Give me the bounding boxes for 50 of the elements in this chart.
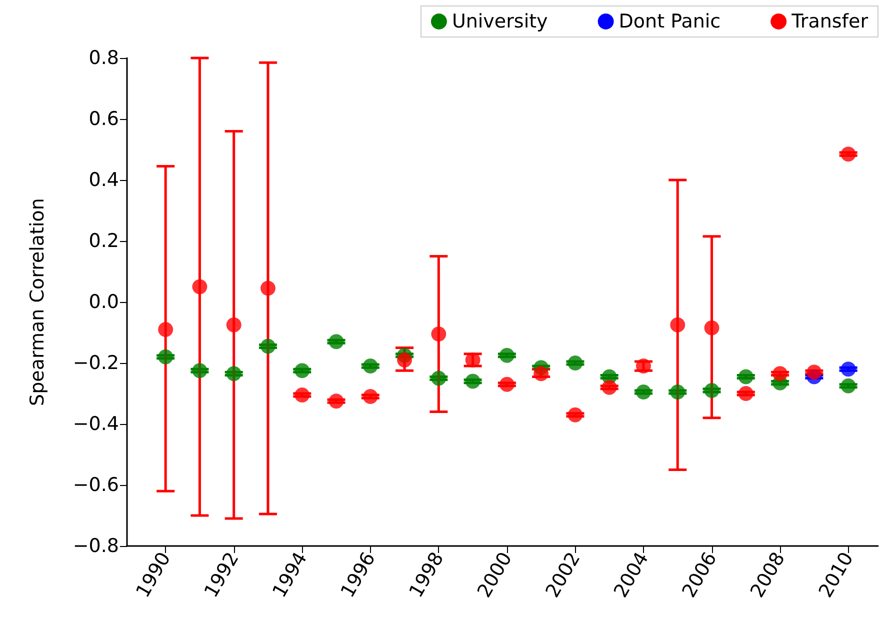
y-tick-label: −0.4 <box>72 413 119 435</box>
point <box>738 386 754 401</box>
point <box>158 322 174 337</box>
point <box>636 384 651 400</box>
legend-label: University <box>452 10 548 32</box>
point <box>568 356 583 370</box>
point <box>499 376 514 392</box>
y-tick-label: 0.4 <box>88 169 119 191</box>
point <box>397 352 412 368</box>
point <box>602 380 617 395</box>
y-tick-label: −0.6 <box>72 474 119 496</box>
point <box>431 326 446 342</box>
point <box>636 358 651 374</box>
point <box>670 384 686 400</box>
point <box>738 369 754 384</box>
point <box>704 320 720 336</box>
point <box>294 388 310 403</box>
point <box>328 394 344 409</box>
point <box>806 364 822 380</box>
point <box>362 389 378 404</box>
y-axis-title: Spearman Correlation <box>26 198 48 406</box>
point <box>431 370 446 386</box>
point <box>840 146 856 162</box>
legend-label: Transfer <box>790 10 868 32</box>
point <box>294 363 310 378</box>
point <box>704 382 720 398</box>
point <box>534 366 549 382</box>
point <box>192 279 208 294</box>
point <box>465 374 480 389</box>
point <box>226 317 242 332</box>
y-tick-label: 0.0 <box>88 291 119 313</box>
point <box>499 348 514 363</box>
point <box>226 366 242 382</box>
y-tick-label: 0.8 <box>88 47 119 69</box>
y-tick-label: −0.8 <box>72 535 119 557</box>
point <box>465 352 480 368</box>
y-tick-label: −0.2 <box>72 352 119 374</box>
point <box>192 363 208 378</box>
point <box>568 407 583 422</box>
point <box>362 358 378 374</box>
y-tick-label: 0.2 <box>88 230 119 252</box>
point <box>158 349 174 364</box>
point <box>840 362 856 377</box>
legend-label: Dont Panic <box>618 10 721 32</box>
point <box>328 334 344 350</box>
point <box>260 280 276 296</box>
point <box>670 317 686 332</box>
y-tick-label: 0.6 <box>88 108 119 130</box>
point <box>840 378 856 394</box>
point <box>260 338 276 354</box>
